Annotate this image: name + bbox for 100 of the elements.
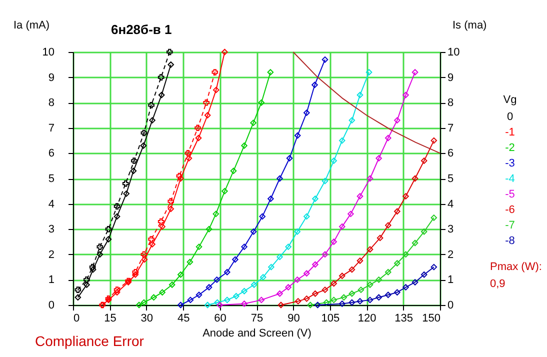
chart-title: 6н28б-в 1 (111, 22, 172, 37)
point (114, 213, 120, 220)
y-tick-label: 6 (48, 148, 54, 160)
point (338, 300, 346, 307)
point (105, 236, 112, 242)
point (158, 74, 164, 80)
point (168, 198, 174, 204)
point (214, 276, 220, 283)
point (150, 294, 157, 301)
point (323, 299, 330, 306)
point (250, 120, 256, 126)
point (322, 178, 328, 184)
point (356, 193, 364, 200)
point (168, 62, 174, 68)
y-tick-label: 7 (48, 122, 54, 134)
point (330, 238, 337, 245)
y2-tick-label: 5 (448, 173, 454, 185)
point (114, 286, 120, 293)
point (304, 110, 310, 116)
point (420, 158, 428, 164)
point (366, 296, 374, 304)
point (149, 241, 156, 248)
text: Compliance Error (35, 333, 144, 349)
point (140, 142, 147, 149)
point (90, 266, 96, 273)
y2-tick-label: 7 (448, 122, 454, 134)
y2-tick-label: 10 (448, 46, 460, 58)
x-tick-label: 150 (422, 312, 440, 324)
point (148, 236, 154, 242)
x-tick-label: 135 (394, 312, 413, 324)
point (196, 292, 202, 298)
y-tick-label: 9 (48, 72, 54, 84)
point (131, 158, 138, 164)
point (268, 196, 274, 202)
point (259, 213, 266, 220)
point (224, 268, 230, 276)
y2-tick-label: 6 (448, 148, 454, 160)
point (330, 296, 337, 304)
point (122, 180, 129, 187)
point (250, 228, 257, 235)
point (294, 132, 301, 139)
text: -7 (505, 220, 515, 232)
y-tick-label: 0 (48, 300, 54, 312)
x-tick-label: 45 (177, 312, 190, 324)
point (384, 222, 392, 228)
point (159, 289, 166, 296)
point (148, 102, 154, 108)
point (286, 155, 293, 162)
point (420, 228, 428, 235)
line-series (292, 52, 440, 154)
point (186, 258, 194, 266)
point (260, 274, 266, 280)
text: -2 (505, 142, 515, 154)
y2-tick-label: 3 (448, 224, 454, 236)
point (394, 208, 400, 215)
point (294, 228, 301, 235)
point (141, 256, 148, 263)
point (74, 294, 82, 301)
point (206, 226, 212, 232)
point (196, 244, 202, 250)
point (232, 256, 238, 263)
point (168, 282, 176, 288)
point (356, 298, 364, 304)
point (96, 244, 104, 250)
legend-title: Vg (503, 94, 517, 106)
point (178, 175, 184, 182)
point (241, 244, 248, 250)
point (212, 69, 218, 76)
point (195, 134, 202, 142)
point (194, 124, 201, 132)
x-tick-label: 90 (288, 312, 300, 324)
point (312, 196, 318, 202)
point (348, 290, 356, 297)
point (268, 264, 274, 270)
point (394, 117, 400, 124)
point (348, 210, 354, 218)
point (338, 137, 346, 144)
point (136, 302, 142, 308)
point (412, 279, 418, 286)
x-tick-label: 75 (250, 312, 264, 324)
y-tick-label: 3 (48, 224, 54, 236)
point (312, 82, 318, 88)
point (384, 268, 392, 276)
point (314, 302, 321, 308)
point (250, 282, 258, 288)
point (178, 302, 184, 308)
point (184, 150, 192, 156)
point (267, 69, 274, 76)
y-tick-label: 2 (48, 248, 54, 261)
point (241, 142, 248, 149)
text: 0,9 (490, 278, 506, 290)
y2-tick-label: 1 (448, 274, 454, 286)
y-tick-label: 8 (48, 97, 54, 110)
x-tick-label: 60 (214, 312, 226, 324)
point (307, 302, 314, 308)
point (366, 175, 374, 182)
point (294, 298, 302, 304)
point (230, 168, 237, 174)
point (348, 266, 356, 273)
point (412, 69, 418, 76)
